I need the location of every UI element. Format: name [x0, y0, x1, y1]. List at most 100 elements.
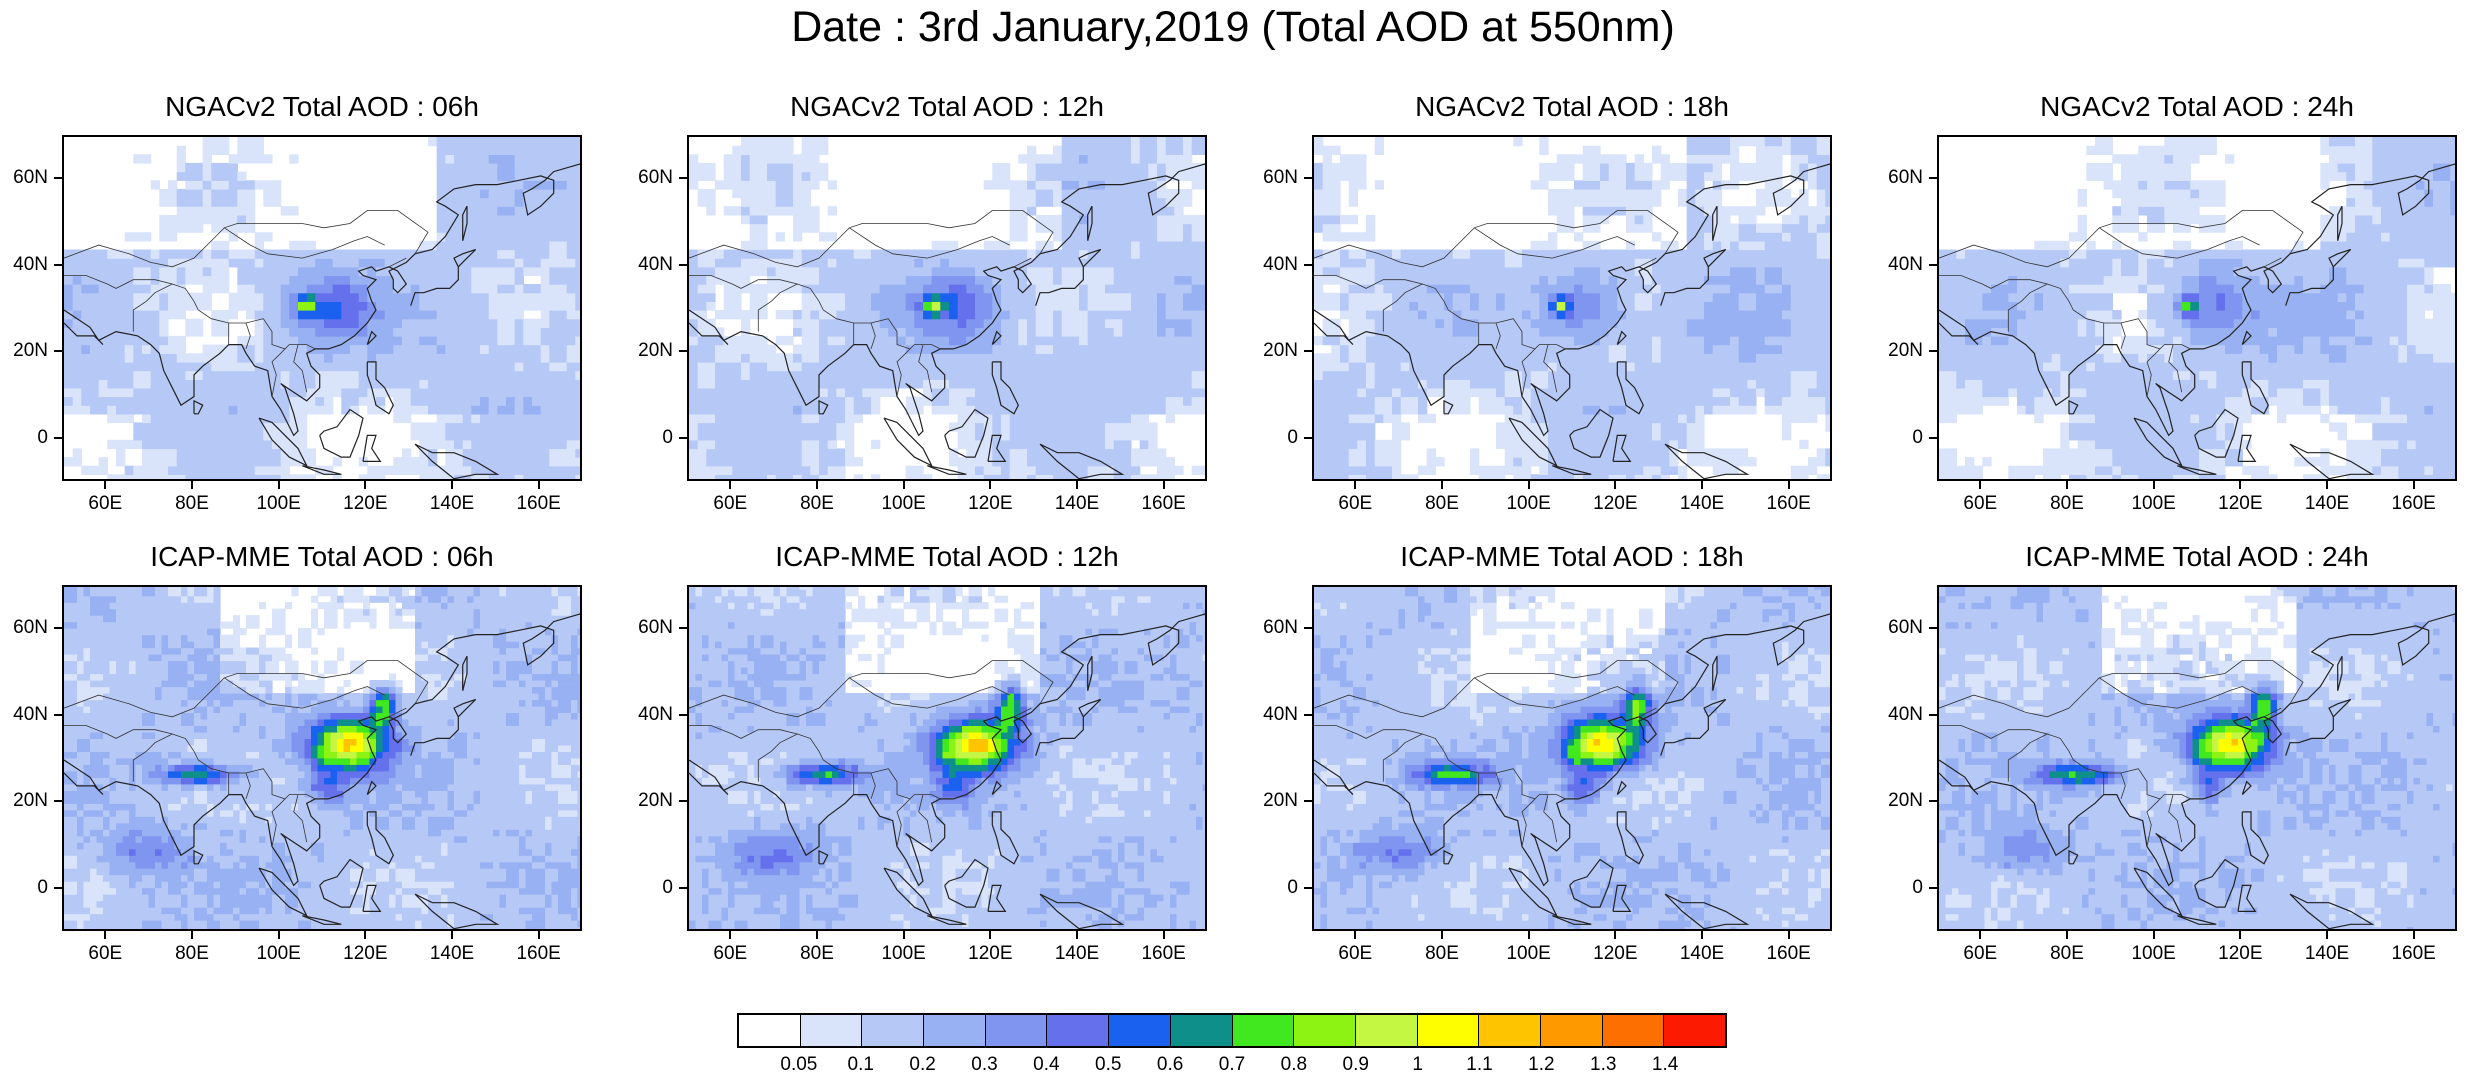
- latitude-tick: [679, 714, 687, 716]
- longitude-tick: [989, 931, 991, 939]
- aod-map: [1937, 135, 2457, 481]
- longitude-tick: [1788, 931, 1790, 939]
- longitude-tick-label: 120E: [2205, 943, 2275, 965]
- panel-title: NGACv2 Total AOD : 06h: [62, 90, 582, 124]
- longitude-tick: [1076, 931, 1078, 939]
- longitude-tick-label: 160E: [504, 493, 574, 515]
- latitude-tick-label: 0: [0, 427, 48, 449]
- longitude-tick: [104, 931, 106, 939]
- longitude-tick-label: 80E: [157, 493, 227, 515]
- latitude-tick-label: 40N: [613, 704, 673, 726]
- longitude-tick-label: 160E: [2379, 943, 2449, 965]
- longitude-tick-label: 140E: [1667, 943, 1737, 965]
- longitude-tick: [2153, 931, 2155, 939]
- longitude-tick: [191, 481, 193, 489]
- longitude-tick: [2413, 931, 2415, 939]
- latitude-tick: [54, 627, 62, 629]
- longitude-tick-label: 60E: [70, 493, 140, 515]
- latitude-tick: [54, 437, 62, 439]
- longitude-tick-label: 120E: [955, 943, 1025, 965]
- longitude-tick: [191, 931, 193, 939]
- longitude-tick-label: 100E: [869, 943, 939, 965]
- coastline: [884, 418, 932, 466]
- latitude-tick: [1929, 350, 1937, 352]
- aod-map: [1312, 135, 1832, 481]
- latitude-tick-label: 40N: [613, 254, 673, 276]
- longitude-tick-label: 100E: [1494, 943, 1564, 965]
- colorbar-swatch: [1541, 1015, 1603, 1046]
- latitude-tick: [54, 800, 62, 802]
- latitude-tick-label: 0: [1863, 877, 1923, 899]
- longitude-tick: [816, 931, 818, 939]
- latitude-tick-label: 0: [613, 427, 673, 449]
- latitude-tick: [679, 627, 687, 629]
- latitude-tick-label: 20N: [1238, 340, 1298, 362]
- longitude-tick: [1979, 481, 1981, 489]
- longitude-tick-label: 160E: [1129, 943, 1199, 965]
- colorbar-label: 0.05: [769, 1054, 829, 1076]
- longitude-tick-label: 80E: [1407, 493, 1477, 515]
- latitude-tick: [1929, 264, 1937, 266]
- colorbar-label: 1.2: [1511, 1054, 1571, 1076]
- colorbar-swatch: [924, 1015, 986, 1046]
- aod-field: [689, 587, 1207, 931]
- longitude-tick: [278, 481, 280, 489]
- colorbar-swatch: [1171, 1015, 1233, 1046]
- latitude-tick: [679, 800, 687, 802]
- latitude-tick-label: 20N: [0, 790, 48, 812]
- colorbar-label: 0.8: [1264, 1054, 1324, 1076]
- latitude-tick: [1929, 437, 1937, 439]
- latitude-tick: [1929, 714, 1937, 716]
- aod-colorbar: [737, 1013, 1727, 1048]
- longitude-tick-label: 140E: [1042, 493, 1112, 515]
- longitude-tick: [2239, 481, 2241, 489]
- longitude-tick: [451, 481, 453, 489]
- latitude-tick: [54, 714, 62, 716]
- colorbar-label: 0.4: [1016, 1054, 1076, 1076]
- latitude-tick: [1929, 177, 1937, 179]
- colorbar-swatch: [1603, 1015, 1665, 1046]
- longitude-tick: [1354, 481, 1356, 489]
- longitude-tick: [2153, 481, 2155, 489]
- aod-field: [1314, 137, 1832, 481]
- longitude-tick-label: 80E: [782, 493, 852, 515]
- aod-map: [687, 585, 1207, 931]
- longitude-tick-label: 100E: [1494, 493, 1564, 515]
- longitude-tick: [1788, 481, 1790, 489]
- colorbar-label: 0.5: [1078, 1054, 1138, 1076]
- latitude-tick: [1304, 437, 1312, 439]
- longitude-tick-label: 60E: [70, 943, 140, 965]
- latitude-tick-label: 0: [1863, 427, 1923, 449]
- longitude-tick-label: 140E: [2292, 943, 2362, 965]
- panel-title: ICAP-MME Total AOD : 12h: [687, 540, 1207, 574]
- longitude-tick-label: 160E: [2379, 493, 2449, 515]
- latitude-tick: [1304, 800, 1312, 802]
- longitude-tick: [729, 931, 731, 939]
- aod-field: [1939, 137, 2457, 481]
- colorbar-swatch: [1047, 1015, 1109, 1046]
- longitude-tick-label: 140E: [1042, 943, 1112, 965]
- figure-title: Date : 3rd January,2019 (Total AOD at 55…: [0, 2, 2466, 52]
- latitude-tick: [1929, 800, 1937, 802]
- longitude-tick: [1528, 931, 1530, 939]
- aod-field: [64, 587, 582, 931]
- latitude-tick: [1304, 714, 1312, 716]
- longitude-tick: [2413, 481, 2415, 489]
- longitude-tick-label: 80E: [157, 943, 227, 965]
- longitude-tick-label: 60E: [1945, 493, 2015, 515]
- longitude-tick-label: 140E: [417, 943, 487, 965]
- longitude-tick: [2066, 931, 2068, 939]
- latitude-tick-label: 0: [0, 877, 48, 899]
- longitude-tick: [1076, 481, 1078, 489]
- latitude-tick: [679, 177, 687, 179]
- latitude-tick: [1304, 627, 1312, 629]
- colorbar-swatch: [1109, 1015, 1171, 1046]
- latitude-tick: [54, 177, 62, 179]
- colorbar-label: 0.9: [1326, 1054, 1386, 1076]
- latitude-tick-label: 60N: [0, 617, 48, 639]
- longitude-tick: [1614, 931, 1616, 939]
- latitude-tick-label: 20N: [1863, 790, 1923, 812]
- longitude-tick-label: 160E: [1754, 943, 1824, 965]
- aod-map: [1312, 585, 1832, 931]
- latitude-tick: [679, 437, 687, 439]
